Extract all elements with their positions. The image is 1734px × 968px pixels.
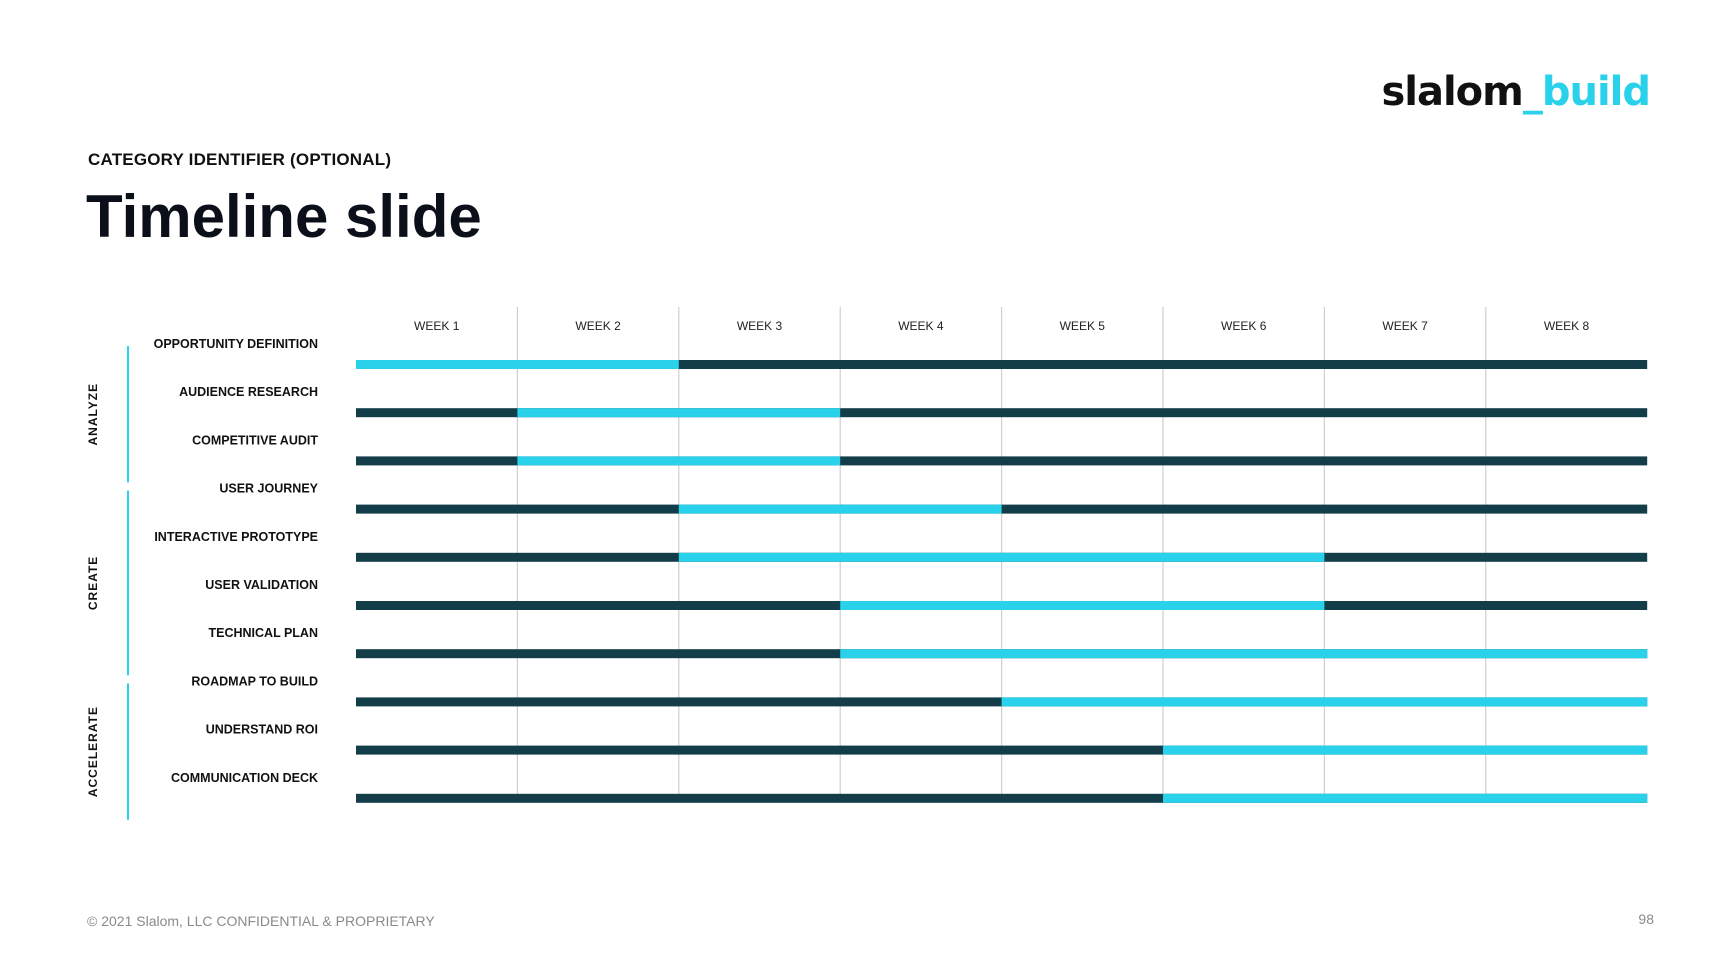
week-label: WEEK 3 <box>737 319 783 333</box>
task-track-bar <box>356 360 1648 369</box>
group-label: ANALYZE <box>86 383 100 446</box>
task-label: USER JOURNEY <box>219 482 318 496</box>
task-active-bar <box>1163 745 1648 755</box>
week-label: WEEK 7 <box>1382 319 1428 333</box>
task-track-bar <box>356 456 1648 466</box>
group-label: CREATE <box>86 556 100 610</box>
task-active-bar <box>517 408 841 418</box>
task-active-bar <box>840 601 1325 610</box>
logo-text-build: _build <box>1522 69 1651 115</box>
week-label: WEEK 2 <box>575 319 621 333</box>
slalom-build-logo: slalom_build <box>1381 69 1651 115</box>
week-label: WEEK 5 <box>1060 319 1106 333</box>
week-label: WEEK 1 <box>414 319 460 333</box>
page-number: 98 <box>1638 911 1654 927</box>
task-active-bar <box>1163 793 1648 803</box>
task-label: COMPETITIVE AUDIT <box>192 433 318 447</box>
task-label: COMMUNICATION DECK <box>171 771 318 785</box>
week-label: WEEK 4 <box>898 319 944 333</box>
task-active-bar <box>678 504 1002 514</box>
task-label: UNDERSTAND ROI <box>206 723 318 737</box>
task-label: OPPORTUNITY DEFINITION <box>154 337 318 351</box>
logo-text-slalom: slalom <box>1381 69 1523 115</box>
footer-copyright: © 2021 Slalom, LLC CONFIDENTIAL & PROPRI… <box>87 913 435 929</box>
task-active-bar <box>1001 697 1648 707</box>
page-title: Timeline slide <box>86 183 482 250</box>
week-label: WEEK 6 <box>1221 319 1267 333</box>
task-active-bar <box>678 552 1325 562</box>
group-label: ACCELERATE <box>86 706 100 797</box>
task-active-bar <box>517 456 841 466</box>
task-label: AUDIENCE RESEARCH <box>179 385 318 399</box>
task-active-bar <box>356 360 679 369</box>
task-track-bar <box>356 408 1648 418</box>
task-active-bar <box>840 649 1648 659</box>
task-track-bar <box>356 745 1648 755</box>
task-label: ROADMAP TO BUILD <box>191 674 318 688</box>
task-label: INTERACTIVE PROTOTYPE <box>154 530 318 544</box>
task-label: TECHNICAL PLAN <box>209 626 319 640</box>
task-label: USER VALIDATION <box>205 578 318 592</box>
category-identifier: CATEGORY IDENTIFIER (OPTIONAL) <box>88 150 392 169</box>
week-label: WEEK 8 <box>1544 319 1590 333</box>
task-track-bar <box>356 793 1648 803</box>
